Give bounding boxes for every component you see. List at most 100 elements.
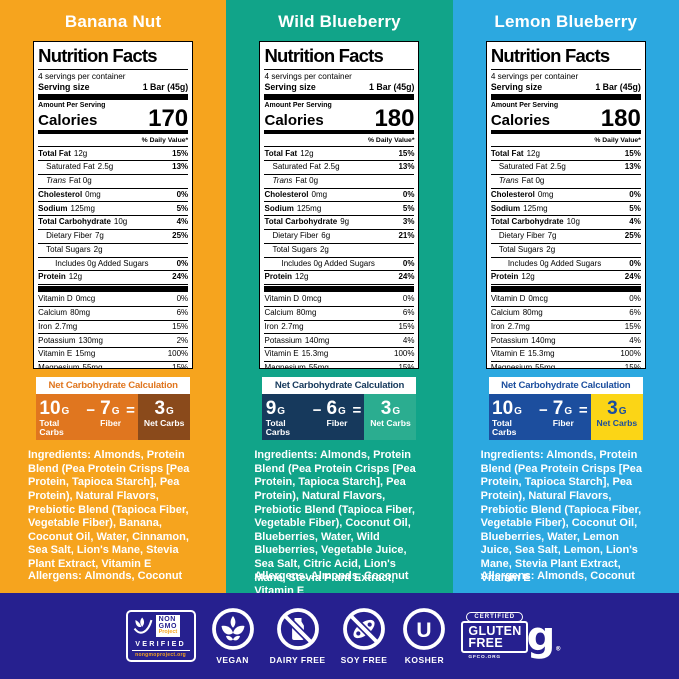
- vitamin-amount: 55mg: [82, 363, 103, 369]
- nutrient-amount: 7g: [547, 231, 557, 241]
- nutrient-name: Saturated Fat 2.5g: [272, 162, 340, 172]
- nutrient-amount: 12g: [300, 148, 314, 158]
- ingredients-label: Ingredients:: [254, 449, 318, 461]
- fiber-group: 7G Fiber: [100, 398, 122, 428]
- nutrient-name: Total Fat 12g: [490, 148, 540, 158]
- nutrient-row: Total Fat 12g 15%: [38, 147, 189, 162]
- vitamin-daily-value: 15%: [398, 321, 415, 331]
- nutrition-facts-label: Nutrition Facts 4 servings per container…: [259, 41, 420, 369]
- total-carbs-group: 10G Total Carbs: [39, 399, 81, 438]
- fiber-value: 7: [100, 398, 111, 419]
- nutrient-amount: 9g: [340, 217, 350, 227]
- amount-per-serving-label: Amount Per Serving: [264, 102, 332, 109]
- nutrient-row: Protein 12g 24%: [490, 271, 641, 286]
- vitamin-daily-value: 15%: [624, 363, 641, 369]
- vitamin-daily-value: 15%: [172, 321, 189, 331]
- vitamin-row: Vitamin D 0mcg 0%: [490, 293, 641, 307]
- total-carbs-value: 10: [39, 398, 61, 419]
- vitamin-daily-value: 0%: [176, 294, 189, 304]
- vitamin-row: Iron 2.7mg 15%: [264, 321, 415, 335]
- vitamin-daily-value: 0%: [629, 294, 641, 304]
- nutrition-facts-title: Nutrition Facts: [264, 45, 415, 70]
- nutrient-daily-value: 25%: [624, 231, 641, 241]
- nutrient-amount: 6g: [321, 231, 331, 241]
- nutrient-name: Total Sugars 2g: [498, 244, 556, 254]
- calories-row: Calories 170: [38, 106, 189, 135]
- nutrient-amount: 10g: [113, 217, 128, 227]
- nutrient-amount: 2g: [93, 244, 103, 254]
- nutrient-row: Total Carbohydrate 9g 3%: [264, 216, 415, 230]
- vitamin-name: Magnesium 55mg: [38, 363, 103, 369]
- vitamin-row: Potassium 130mg 2%: [38, 334, 189, 349]
- certified-pill: CERTIFIED: [466, 611, 524, 622]
- vitamin-name: Calcium 80mg: [264, 308, 317, 317]
- nutrient-row: Saturated Fat 2.5g 13%: [490, 161, 641, 175]
- vitamin-name: Magnesium 55mg: [264, 363, 328, 368]
- vitamin-name: Vitamin E 15.3mg: [490, 349, 555, 359]
- nutrient-daily-value: 13%: [172, 162, 189, 172]
- vitamin-amount: 80mg: [296, 308, 317, 317]
- net-carb-equation-left: 9G Total Carbs − 6G Fiber =: [262, 394, 365, 440]
- nutrient-amount: Fat 0g: [69, 176, 92, 186]
- nutrient-row: Trans Fat 0g: [490, 175, 641, 189]
- nutrient-row: Cholesterol 0mg 0%: [38, 189, 189, 203]
- verified-text: VERIFIED: [131, 639, 190, 651]
- nutrient-daily-value: 4%: [629, 217, 641, 227]
- fiber-group: 7G Fiber: [552, 398, 574, 428]
- fiber-label: Fiber: [100, 418, 122, 428]
- nutrient-row: Cholesterol 0mg 0%: [264, 189, 415, 203]
- nutrient-daily-value: 0%: [176, 258, 189, 268]
- vitamin-row: Magnesium 55mg 15%: [491, 362, 641, 369]
- nutrient-amount: 2.5g: [550, 162, 566, 172]
- net-carb-title: Net Carbohydrate Calculation: [488, 377, 643, 394]
- nutrient-daily-value: 4%: [176, 217, 189, 227]
- vitamin-name: Potassium 130mg: [38, 335, 103, 345]
- nutrient-daily-value: 3%: [402, 217, 415, 227]
- nutrient-name: Includes 0g Added Sugars: [55, 258, 149, 268]
- nutrient-row: Total Sugars 2g: [38, 244, 189, 258]
- serving-size-label: Serving size: [264, 82, 316, 92]
- kosher-u-icon: U: [403, 608, 446, 650]
- nutrient-name: Dietary Fiber 7g: [46, 231, 104, 241]
- vitamin-amount: 15mg: [75, 349, 96, 359]
- certifications-bar: NON GMO Project VERIFIED nongmoproject.o…: [0, 593, 679, 679]
- nutrient-row: Protein 12g 24%: [38, 271, 189, 286]
- nutrient-amount: 125mg: [523, 203, 548, 213]
- nutrient-name: Includes 0g Added Sugars: [507, 258, 602, 268]
- vitamin-amount: 0mcg: [302, 294, 322, 304]
- vitamin-row: Iron 2.7mg 15%: [38, 321, 189, 335]
- nutrient-row: Saturated Fat 2.5g 13%: [38, 161, 189, 175]
- allergens-label: Allergens:: [28, 570, 82, 582]
- net-carb-calculation: Net Carbohydrate Calculation 10G Total C…: [36, 377, 191, 440]
- vitamin-row: Vitamin D 0mcg 0%: [38, 293, 189, 307]
- amount-per-serving-label: Amount Per Serving: [490, 102, 559, 109]
- dairy-free-badge: DAIRY FREE: [270, 607, 326, 665]
- vitamin-name: Iron 2.7mg: [490, 321, 530, 331]
- vitamin-amount: 2.7mg: [54, 321, 78, 331]
- flavor-panel: Banana Nut Nutrition Facts 4 servings pe…: [0, 0, 227, 593]
- nutrient-daily-value: 24%: [398, 272, 415, 282]
- equals-sign: =: [352, 402, 362, 419]
- vitamin-amount: 140mg: [531, 335, 556, 345]
- nutrient-name: Trans Fat 0g: [46, 176, 92, 186]
- nutrient-name: Dietary Fiber 6g: [272, 231, 331, 241]
- thick-divider-bar: [38, 94, 189, 100]
- vitamin-amount: 15.3mg: [527, 349, 555, 359]
- vitamin-daily-value: 100%: [620, 349, 641, 359]
- vitamin-name: Vitamin D 0mcg: [264, 294, 322, 304]
- nutrient-daily-value: 13%: [624, 162, 641, 172]
- fiber-value: 7: [552, 398, 564, 419]
- flavor-panel: Lemon Blueberry Nutrition Facts 4 servin…: [452, 0, 679, 593]
- nutrient-amount: 0mg: [85, 189, 101, 199]
- nutrient-daily-value: 5%: [176, 203, 189, 213]
- minus-sign: −: [312, 402, 322, 419]
- vitamin-name: Calcium 80mg: [38, 308, 91, 317]
- nutrient-daily-value: 15%: [172, 148, 189, 158]
- nutrient-amount: 2g: [319, 244, 329, 254]
- net-carb-equation-box: 10G Total Carbs − 7G Fiber = 3G: [36, 394, 191, 440]
- vegan-badge: VEGAN: [211, 607, 255, 665]
- net-carb-equation-box: 10G Total Carbs − 7G Fiber = 3G: [488, 394, 643, 440]
- vitamin-daily-value: 2%: [176, 335, 189, 345]
- nutrient-row: Total Sugars 2g: [490, 244, 641, 258]
